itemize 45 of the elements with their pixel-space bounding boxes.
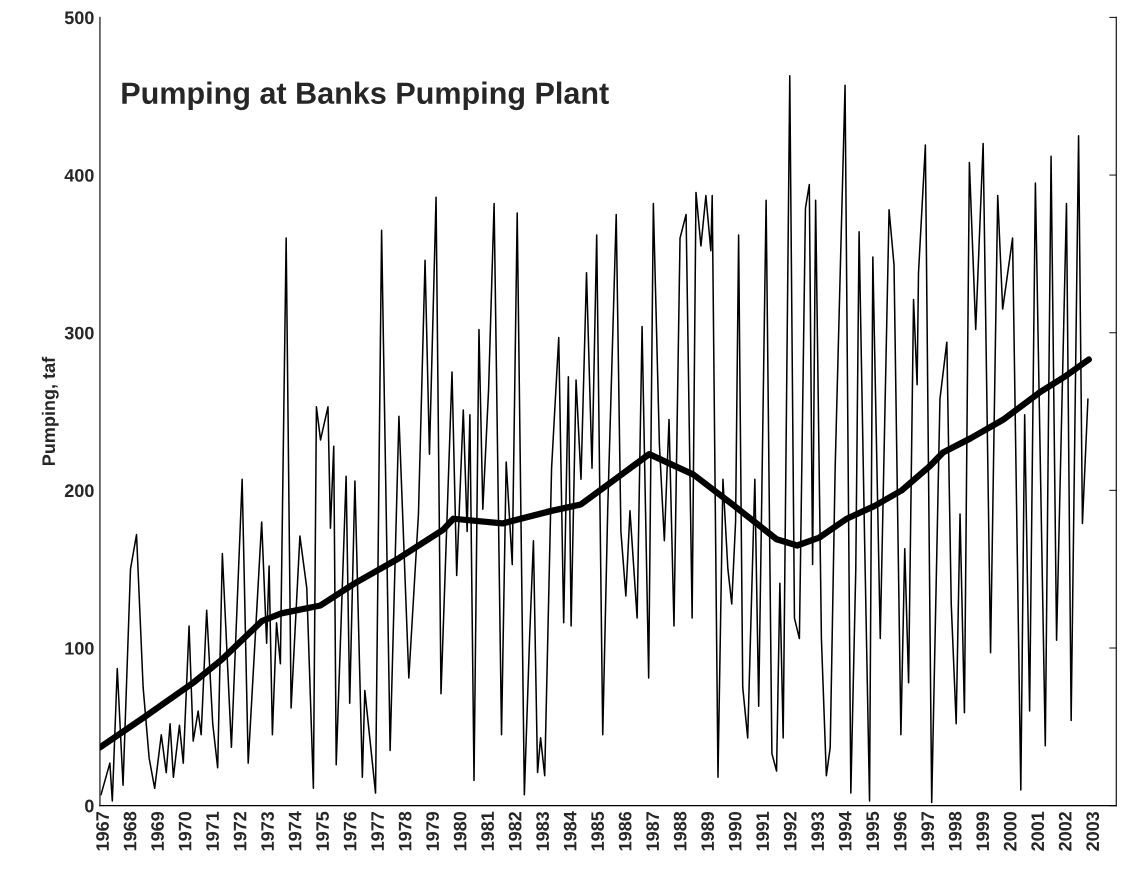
y-tick-label: 0: [85, 799, 94, 813]
x-tick-label: 1988: [673, 811, 687, 851]
x-tick-label: 1995: [866, 811, 880, 851]
y-axis-title: Pumping, taf: [41, 356, 59, 465]
x-tick-label: 1968: [123, 811, 137, 851]
x-tick-label: 1973: [261, 811, 274, 851]
y-tick-label: 400: [64, 169, 94, 182]
x-tick-label: 1969: [151, 811, 164, 851]
x-tick-label: 1994: [838, 811, 852, 851]
x-tick-label: 1980: [453, 811, 467, 851]
y-tick-label: 300: [64, 326, 94, 340]
y-tick-label: 100: [65, 641, 94, 655]
x-tick-label: 1989: [701, 811, 715, 851]
x-tick-label: 1975: [316, 811, 329, 851]
x-tick-label: 2003: [1086, 811, 1100, 851]
x-tick-label: 1983: [536, 811, 550, 851]
x-tick-label: 1998: [948, 811, 962, 851]
y-tick-label: 500: [64, 11, 94, 25]
x-tick-label: 1987: [646, 812, 660, 851]
x-tick-label: 1970: [178, 811, 192, 851]
x-tick-label: 1974: [288, 811, 302, 851]
x-tick-label: 1992: [783, 811, 797, 851]
x-tick-label: 1993: [811, 811, 825, 851]
y-tick-label: 200: [64, 484, 94, 498]
x-tick-label: 1967: [96, 812, 109, 851]
x-tick-label: 1982: [508, 811, 522, 851]
x-tick-label: 2001: [1031, 811, 1045, 851]
x-tick-label: 1978: [398, 811, 412, 851]
x-tick-label: 1979: [426, 811, 439, 851]
x-tick-label: 1991: [756, 811, 770, 851]
x-tick-label: 2002: [1058, 811, 1072, 851]
x-tick-label: 1997: [921, 812, 935, 851]
x-tick-label: 1971: [206, 811, 219, 851]
x-tick-label: 1977: [371, 812, 384, 851]
x-tick-label: 2000: [1003, 811, 1017, 851]
text: Pumping at Banks Pumping Plant: [122, 81, 609, 111]
x-tick-label: 1984: [563, 811, 577, 851]
x-tick-label: 1972: [233, 811, 247, 851]
x-tick-label: 1976: [343, 811, 357, 851]
x-tick-label: 1996: [893, 811, 907, 851]
x-tick-label: 1999: [976, 811, 990, 851]
x-tick-label: 1986: [618, 811, 632, 851]
x-tick-label: 1981: [481, 811, 494, 851]
x-tick-label: 1990: [728, 811, 742, 851]
x-tick-label: 1985: [591, 811, 605, 851]
